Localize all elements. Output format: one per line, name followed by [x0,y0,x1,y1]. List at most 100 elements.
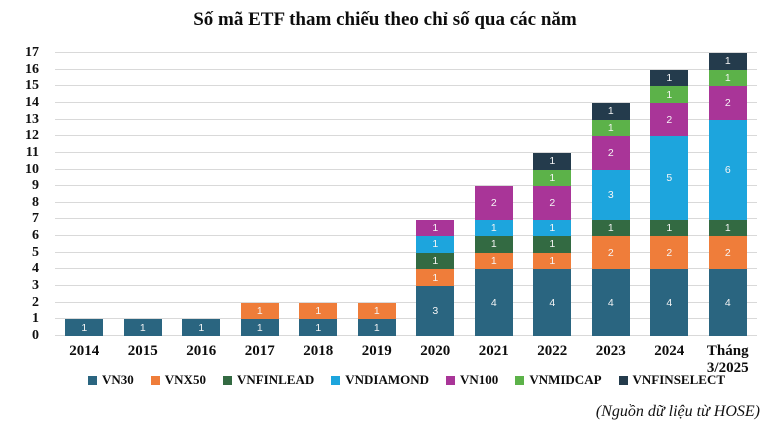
segment-value-label: 2 [724,96,731,109]
segment-value-label: 6 [724,163,731,176]
segment-value-label: 1 [432,221,439,234]
x-axis-labels: 2014 2015 2016 2017 2018 2019 2020 2021 2022 2023… [55,343,757,378]
y-axis-tick-label: 12 [25,128,39,144]
bar-segment-vndiamond: 1 [533,219,572,237]
bar-segment-vn30: 1 [357,319,396,336]
bar-segment-vn30: 1 [182,319,221,336]
bar-segment-vn30: 4 [474,269,513,336]
bar-segment-vnmidcap: 1 [591,119,630,137]
bar-segment-vnx50: 1 [533,252,572,270]
bar-segment-vn100: 2 [474,186,513,220]
x-axis-label: 2017 [244,343,275,359]
legend-swatch-icon [618,375,628,385]
y-axis-tick-label: 1 [32,311,39,327]
bar-segment-vn100: 2 [650,102,689,137]
bar-segment-vn100: 2 [708,86,747,120]
legend-label: VNDIAMOND [345,372,430,387]
legend-item-vndiamond: VNDIAMOND [331,372,429,388]
segment-value-label: 4 [549,296,556,309]
bar-segment-vnfinlead: 1 [650,219,689,237]
bar-segment-vnx50: 1 [240,302,279,320]
x-axis-label: 2016 [186,343,217,359]
gridline [55,201,757,203]
legend-label: VNFINLEAD [236,372,315,387]
segment-value-label: 1 [490,238,497,251]
bar-column: 4 1 1 1 2 1 1 [523,53,582,336]
bar-segment-vn30: 4 [533,269,572,336]
bar-segment-vnfinlead: 1 [533,236,572,253]
segment-value-label: 1 [607,221,614,234]
bar-segment-vnx50: 1 [474,252,513,270]
bar-column: 4 1 1 1 2 [465,53,524,336]
bar-segment-vnfinlead: 1 [474,236,513,253]
legend-label: VNX50 [164,372,206,387]
y-axis-tick-label: 17 [25,45,39,60]
gridline [55,118,757,120]
segment-value-label: 1 [373,305,380,318]
bar-segment-vnx50: 1 [299,302,338,320]
segment-value-label: 1 [549,255,556,268]
segment-value-label: 1 [315,305,322,318]
segment-value-label: 3 [432,305,439,318]
x-axis-label: 2022 [537,343,568,359]
bar-segment-vnx50: 2 [708,236,747,270]
bar-segment-vn30: 4 [591,269,630,336]
segment-value-label: 4 [666,296,673,309]
y-axis-tick-label: 11 [25,144,39,160]
gridline [55,301,757,303]
bar-segment-vn30: 4 [708,269,747,336]
bar-column: 1 [55,53,114,336]
legend: VN30 VNX50 VNFINLEAD VNDIAMOND VN100 VNMIDCAP… [55,372,758,388]
bar-segment-vnmidcap: 1 [650,86,689,103]
legend-swatch-icon [331,375,341,385]
y-axis-tick-label: 13 [25,111,39,127]
gridline [55,185,757,187]
bar-segment-vnfinselect: 1 [591,103,630,120]
segment-value-label: 2 [724,246,731,259]
bar-column: 4 2 1 5 2 1 1 [640,53,699,336]
legend-swatch-icon [222,375,232,385]
segment-value-label: 1 [373,321,380,334]
bar-segment-vnmidcap: 1 [708,69,747,87]
segment-value-label: 1 [81,321,88,334]
y-axis-tick-label: 3 [32,278,39,294]
segment-value-label: 1 [549,221,556,234]
gridline [55,285,757,287]
gridline [55,218,757,220]
gridline [55,52,757,53]
y-axis-tick-label: 2 [32,294,39,310]
bar-segment-vnfinselect: 1 [708,53,747,70]
segment-value-label: 1 [432,238,439,251]
x-axis-label: Tháng 3/2025 [706,343,749,377]
y-axis-tick-label: 9 [32,178,39,194]
source-note: (Nguồn dữ liệu từ HOSE) [595,403,760,420]
segment-value-label: 1 [490,221,497,234]
bar-segment-vndiamond: 3 [591,169,630,220]
segment-value-label: 1 [607,105,614,118]
bar-segment-vnx50: 1 [357,302,396,320]
bar-segment-vndiamond: 6 [708,119,747,220]
segment-value-label: 1 [549,238,556,251]
y-axis-tick-label: 10 [25,161,39,177]
gridline [55,268,757,270]
y-axis-tick-label: 4 [32,261,39,277]
segment-value-label: 2 [607,246,614,259]
bar-column: 1 [172,53,231,336]
y-axis-tick-label: 6 [32,228,39,244]
bar-segment-vnx50: 2 [591,236,630,270]
gridline [55,251,757,253]
x-axis-label: 2015 [127,343,158,359]
legend-swatch-icon [446,375,456,385]
segment-value-label: 5 [666,171,673,184]
segment-value-label: 2 [549,196,556,209]
x-axis-label: 2021 [478,343,509,359]
legend-swatch-icon [88,375,97,385]
legend-swatch-icon [150,375,160,385]
gridline [55,168,757,170]
segment-value-label: 1 [666,88,673,101]
